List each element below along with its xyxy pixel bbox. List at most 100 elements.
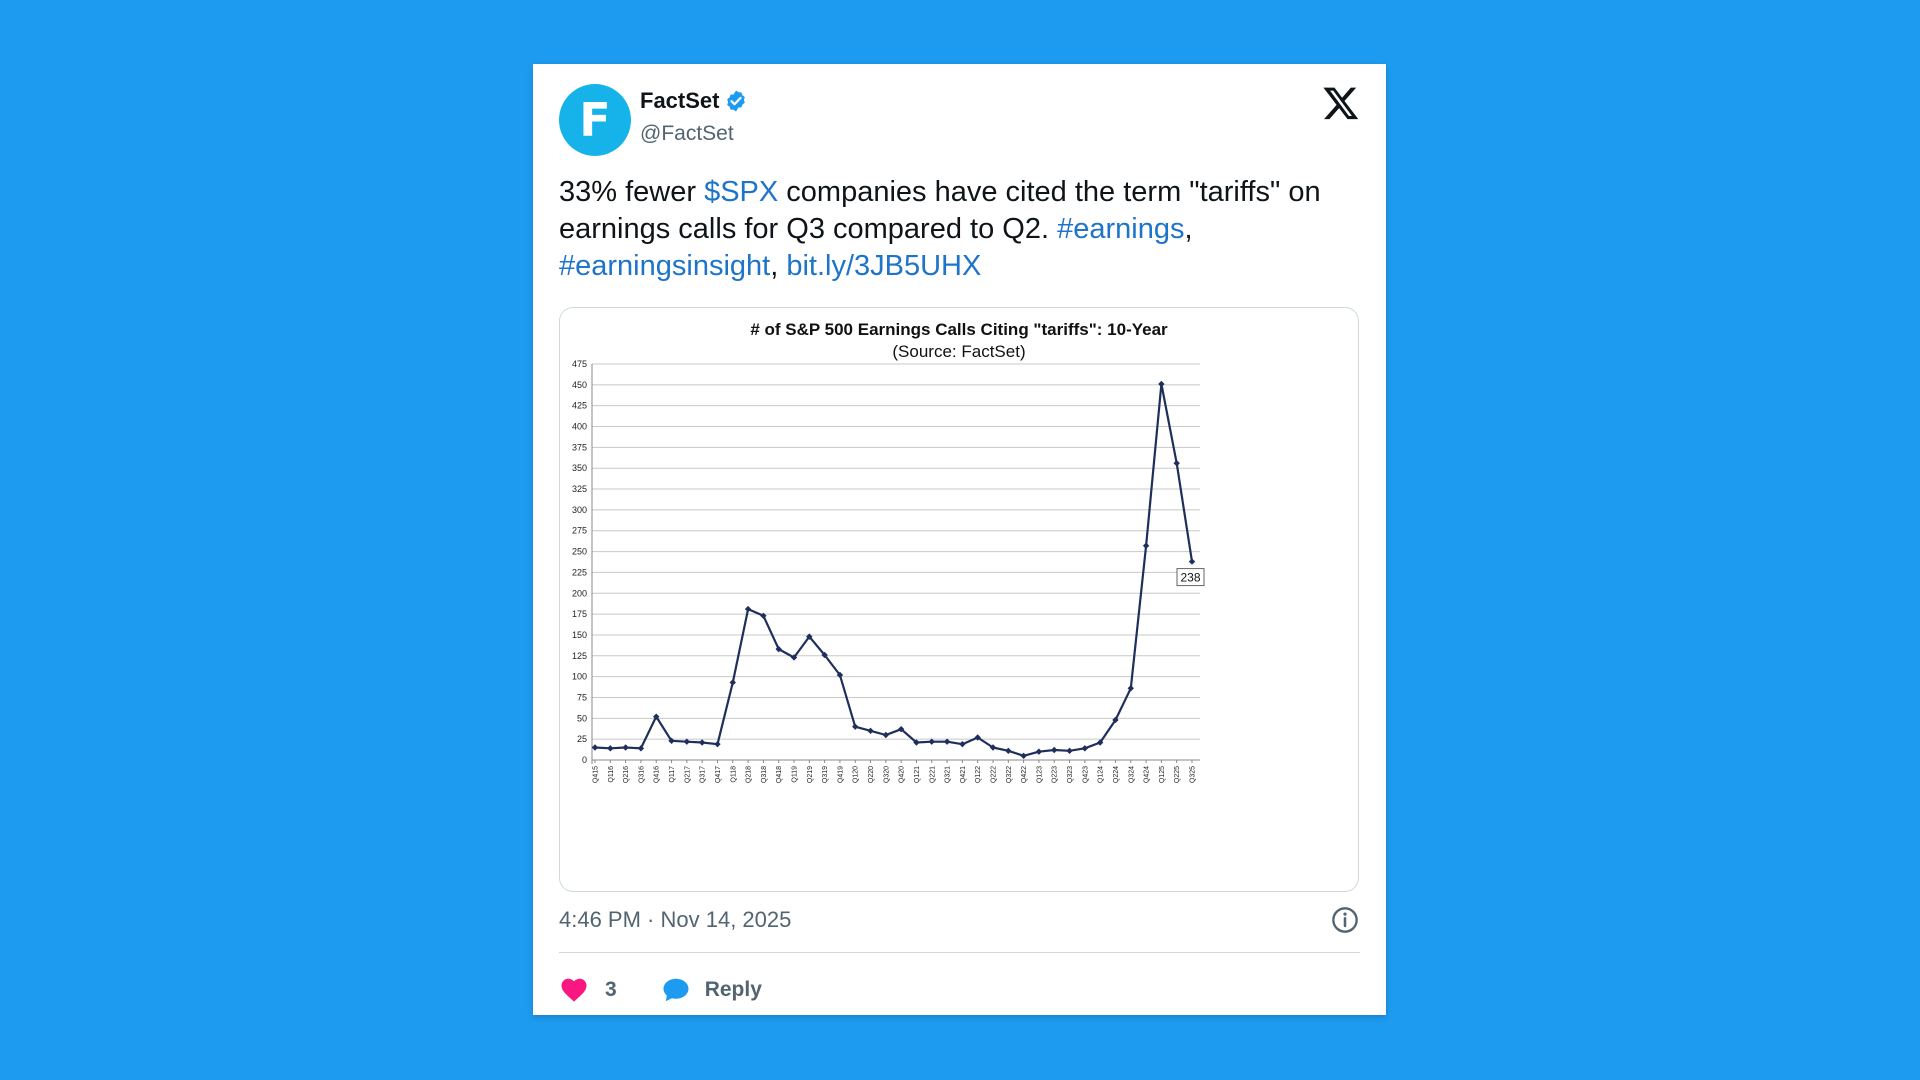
- data-point: [622, 744, 629, 751]
- author-handle[interactable]: @FactSet: [640, 122, 734, 145]
- data-point: [607, 745, 614, 752]
- x-tick-label: Q122: [975, 766, 982, 783]
- y-tick-label: 275: [572, 526, 587, 536]
- x-tick-label: Q121: [914, 766, 921, 783]
- data-point: [852, 723, 859, 730]
- tweet-text-segment: ,: [770, 250, 787, 282]
- tweet-link[interactable]: $SPX: [704, 176, 779, 208]
- like-count[interactable]: 3: [605, 978, 617, 1001]
- x-tick-label: Q319: [822, 766, 829, 783]
- y-tick-label: 75: [577, 692, 587, 702]
- x-tick-label: Q418: [776, 766, 783, 783]
- tweet-text-segment: 33% fewer: [559, 176, 705, 208]
- data-point: [1081, 745, 1089, 752]
- y-tick-label: 25: [577, 734, 587, 744]
- data-point: [591, 744, 599, 751]
- x-tick-label: Q423: [1082, 766, 1089, 783]
- author-name-text: FactSet: [640, 88, 720, 113]
- x-tick-label: Q421: [960, 766, 967, 783]
- x-tick-label: Q325: [1190, 766, 1197, 783]
- tweet-text-segment: ,: [1184, 213, 1193, 245]
- x-tick-label: Q316: [638, 766, 645, 783]
- x-tick-label: Q218: [746, 766, 753, 783]
- info-icon[interactable]: [1331, 906, 1359, 934]
- y-tick-label: 125: [572, 651, 587, 661]
- x-tick-label: Q322: [1006, 766, 1013, 783]
- divider: [559, 952, 1360, 953]
- data-point: [714, 740, 721, 748]
- data-point: [943, 738, 951, 745]
- data-point: [683, 738, 691, 745]
- data-point: [1066, 747, 1073, 755]
- data-point: [1051, 746, 1058, 754]
- x-tick-label: Q124: [1098, 766, 1105, 783]
- x-logo-icon[interactable]: [1322, 84, 1360, 122]
- x-tick-label: Q118: [730, 766, 737, 783]
- y-tick-label: 350: [572, 463, 587, 473]
- y-tick-label: 225: [572, 567, 587, 577]
- data-point: [959, 740, 966, 748]
- y-tick-label: 250: [572, 547, 587, 557]
- tweet-link[interactable]: bit.ly/3JB5UHX: [786, 250, 982, 282]
- data-point: [989, 744, 997, 751]
- data-point: [1035, 748, 1043, 755]
- avatar[interactable]: F: [559, 84, 631, 156]
- author-name[interactable]: FactSet: [640, 88, 748, 114]
- y-tick-label: 375: [572, 442, 587, 452]
- x-tick-label: Q318: [761, 766, 768, 783]
- x-tick-label: Q120: [853, 766, 860, 783]
- like-heart-icon[interactable]: [559, 975, 589, 1005]
- reply-button[interactable]: Reply: [704, 978, 762, 1001]
- data-point: [882, 731, 890, 739]
- data-point: [1158, 380, 1165, 388]
- data-point: [729, 679, 736, 686]
- y-tick-label: 175: [572, 609, 587, 619]
- x-tick-label: Q224: [1113, 766, 1120, 783]
- x-tick-label: Q415: [593, 766, 600, 783]
- chart-image[interactable]: # of S&P 500 Earnings Calls Citing "tari…: [559, 307, 1359, 892]
- annotation-label: 238: [1180, 571, 1200, 585]
- x-tick-label: Q219: [807, 766, 814, 783]
- x-tick-label: Q320: [883, 766, 890, 783]
- data-point: [1096, 739, 1104, 746]
- chart-plot: 0 25 50 75 100 125 150 175 200 225 250 275 300 325 350…: [572, 359, 1205, 783]
- tweet-timestamp[interactable]: 4:46 PM · Nov 14, 2025: [559, 907, 792, 932]
- tweet-text-segment: companies have cited the term "tariffs" …: [559, 176, 1321, 245]
- action-bar: 3 Reply: [559, 970, 762, 1010]
- y-tick-label: 425: [572, 401, 587, 411]
- x-tick-label: Q417: [715, 766, 722, 783]
- x-tick-label: Q217: [684, 766, 691, 783]
- x-tick-label: Q125: [1159, 766, 1166, 783]
- data-point: [1020, 752, 1027, 760]
- x-tick-label: Q323: [1067, 766, 1074, 783]
- x-tick-label: Q222: [991, 766, 998, 783]
- tweet-link[interactable]: #earnings: [1057, 213, 1185, 245]
- reply-bubble-icon[interactable]: [661, 975, 691, 1005]
- data-point: [897, 725, 905, 733]
- x-tick-label: Q220: [868, 766, 875, 783]
- verified-badge-icon: [727, 90, 746, 112]
- data-point: [744, 605, 752, 613]
- x-tick-label: Q422: [1021, 766, 1028, 783]
- data-point: [913, 739, 920, 746]
- data-point: [1112, 716, 1119, 724]
- x-tick-label: Q321: [945, 766, 952, 783]
- data-point: [836, 671, 844, 679]
- x-tick-label: Q324: [1128, 766, 1135, 783]
- y-tick-label: 475: [572, 359, 587, 369]
- y-tick-label: 150: [572, 630, 587, 640]
- x-tick-label: Q116: [608, 766, 615, 783]
- annotation-box: [1176, 568, 1205, 587]
- x-tick-label: Q123: [1036, 766, 1043, 783]
- x-tick-label: Q117: [669, 766, 676, 783]
- y-tick-label: 450: [572, 380, 587, 390]
- x-tick-label: Q119: [792, 766, 799, 783]
- y-tick-label: 300: [572, 505, 587, 515]
- y-tick-label: 325: [572, 484, 587, 494]
- avatar-letter: F: [579, 93, 611, 147]
- tweet-link[interactable]: #earningsinsight: [559, 250, 771, 282]
- data-point: [698, 739, 706, 746]
- x-tick-label: Q221: [929, 766, 936, 783]
- chart-title: # of S&P 500 Earnings Calls Citing "tari…: [750, 320, 1168, 339]
- x-tick-label: Q419: [837, 766, 844, 783]
